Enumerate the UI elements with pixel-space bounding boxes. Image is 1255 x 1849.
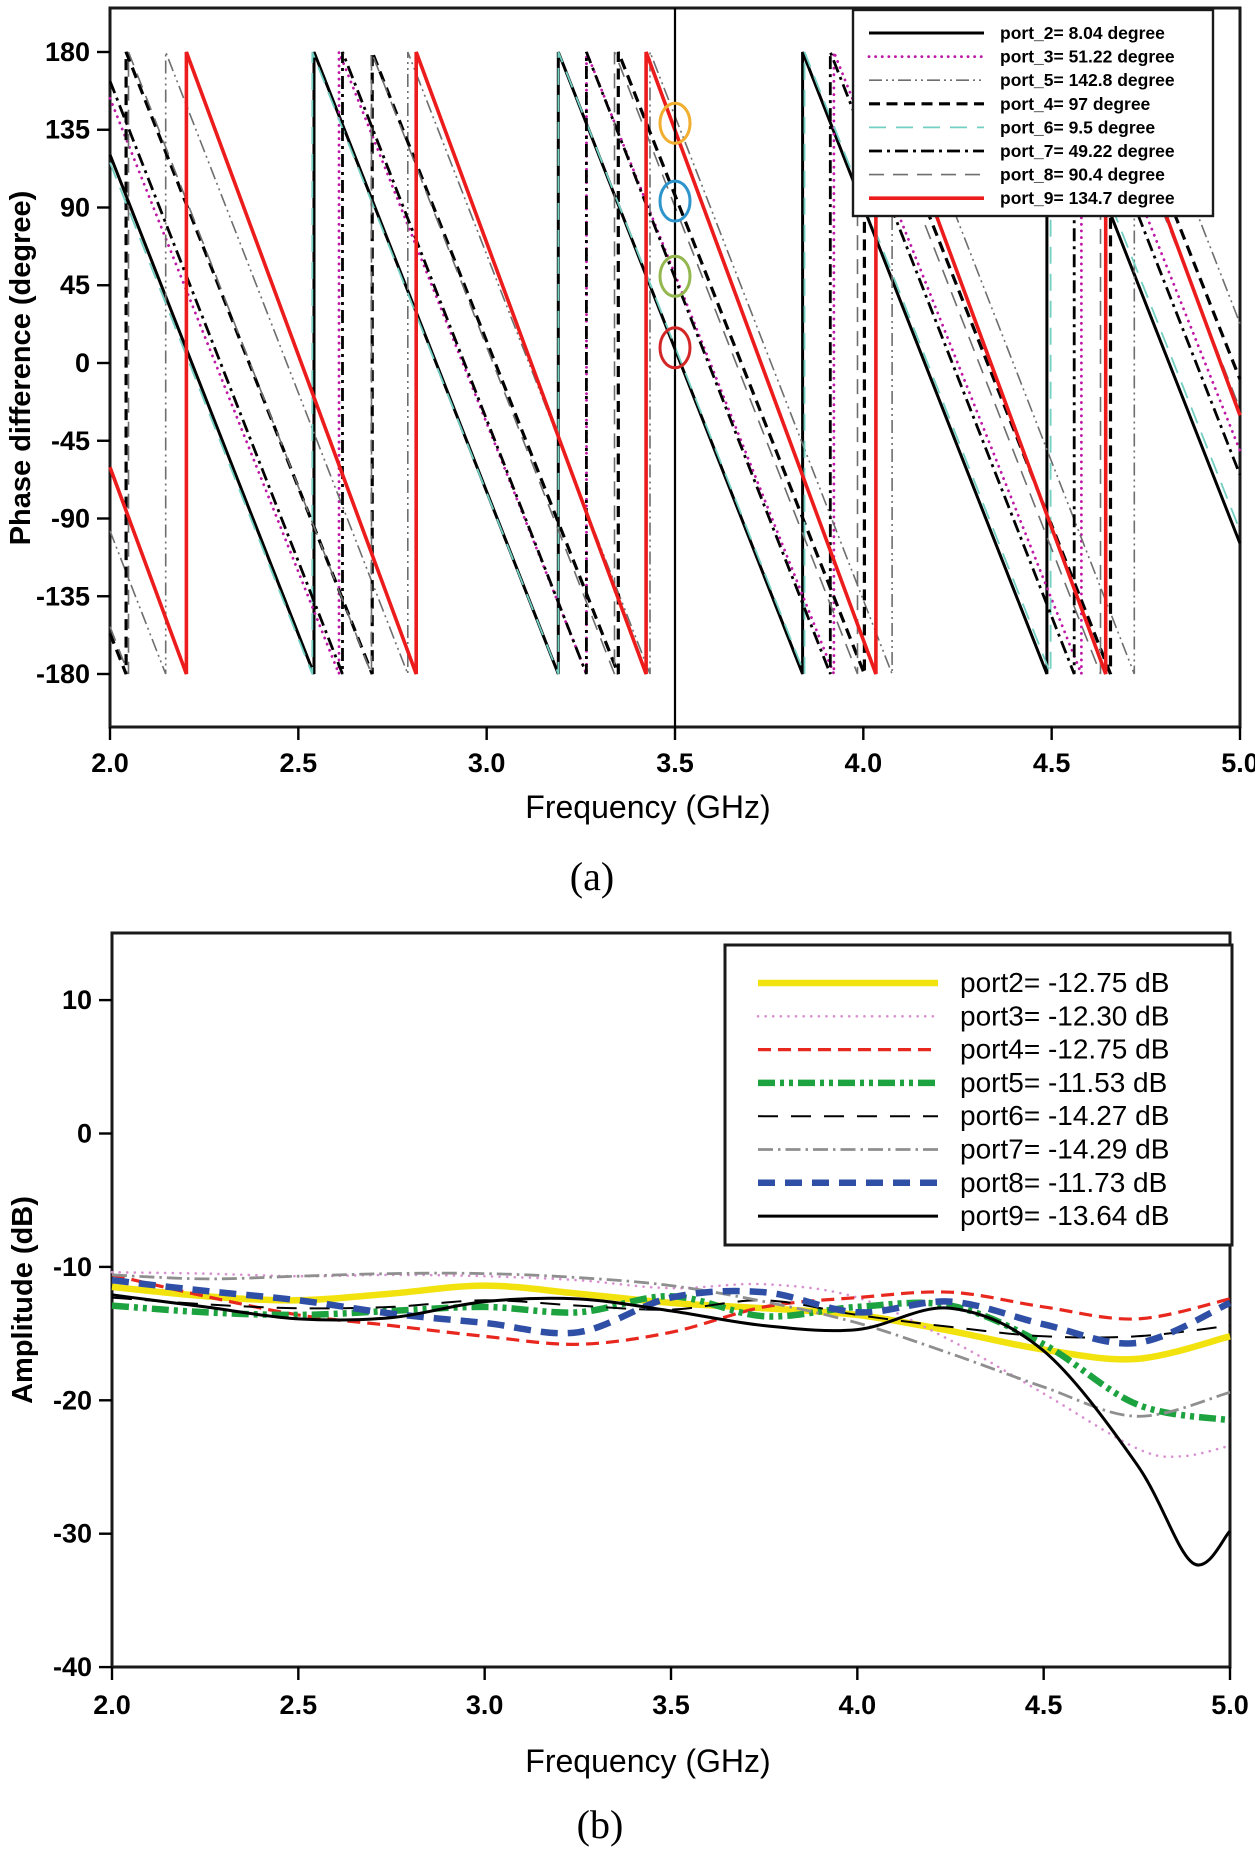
panel-a-legend-box (851, 8, 1215, 218)
series-port6 (111, 1296, 1231, 1339)
legend-b-label-port4: port4= -12.75 dB (960, 1034, 1169, 1065)
panel-b: 2.0 2.5 3.0 3.5 4.0 4.5 5.0 10 0 -10 -20 -30 -40 por… (7, 931, 1249, 1847)
series-port9 (111, 1293, 1232, 1567)
legend-a-label-port_2: port_2= 8.04 degree (1000, 23, 1165, 43)
panel-b-x-tick-label: 3.5 (652, 1690, 690, 1720)
series-port_7 (108, 51, 1242, 675)
panel-a-x-axis-title: Frequency (GHz) (525, 789, 770, 825)
panel-a-legend: port_2= 8.04 degree port_3= 51.22 degree p… (851, 8, 1215, 218)
panel-b-y-tick-label: -20 (53, 1385, 92, 1415)
panel-a-x-tick-label: 2.5 (280, 748, 318, 778)
panel-b-legend-box (723, 943, 1234, 1247)
panel-a-label: (a) (570, 854, 614, 899)
panel-b-y-tick-label: -30 (53, 1519, 92, 1549)
series-port_8 (109, 51, 1241, 675)
panel-b-y-tick-label: -40 (53, 1652, 92, 1682)
legend-a-label-port_4: port_4= 97 degree (1000, 94, 1151, 114)
series-port3 (110, 1270, 1232, 1459)
panel-b-y-tick-label: 0 (77, 1119, 92, 1149)
panel-a-x-tick-label: 4.5 (1033, 748, 1071, 778)
panel-b-y-tick-label: -10 (53, 1252, 92, 1282)
panel-b-y-axis-title: Amplitude (dB) (7, 1196, 39, 1404)
legend-a-label-port_9: port_9= 134.7 degree (1000, 188, 1175, 208)
panel-b-x-tick-label: 3.0 (466, 1690, 504, 1720)
panel-b-y-tick-label: 10 (62, 985, 92, 1015)
panel-b-series (110, 1270, 1232, 1567)
panel-b-x-tick-label: 4.5 (1025, 1690, 1063, 1720)
panel-a-ticks: 2.0 2.5 3.0 3.5 4.0 4.5 5.0 180 135 90 45 0 -45 -90 -1… (36, 37, 1255, 778)
panel-b-x-tick-label: 2.5 (280, 1690, 318, 1720)
highlight-circle-2 (658, 254, 692, 298)
highlight-circle-0 (658, 101, 692, 145)
legend-a-label-port_5: port_5= 142.8 degree (1000, 70, 1175, 90)
panel-a-x-tick-label: 3.0 (468, 748, 506, 778)
panel-a-x-tick-label: 3.5 (656, 748, 694, 778)
panel-a-y-tick-label: 90 (60, 192, 90, 222)
panel-a-highlight-circles (658, 101, 692, 370)
legend-a-label-port_7: port_7= 49.22 degree (1000, 141, 1175, 161)
panel-b-x-tick-label: 2.0 (93, 1690, 131, 1720)
panel-a-y-tick-label: 0 (75, 348, 90, 378)
panel-a-y-tick-label: -90 (51, 504, 90, 534)
panel-a-y-axis-title: Phase difference (degree) (5, 191, 37, 546)
panel-b-label: (b) (577, 1802, 624, 1847)
series-port4 (111, 1273, 1231, 1346)
series-port_6 (109, 51, 1241, 675)
series-port7 (111, 1271, 1231, 1418)
legend-b-label-port9: port9= -13.64 dB (960, 1200, 1169, 1231)
panel-a-y-tick-label: -135 (36, 581, 90, 611)
panel-b-x-axis-title: Frequency (GHz) (525, 1743, 770, 1779)
series-port_2 (108, 51, 1242, 675)
panel-b-ticks: 2.0 2.5 3.0 3.5 4.0 4.5 5.0 10 0 -10 -20 -30 -40 (53, 985, 1249, 1720)
panel-a-x-tick-label: 2.0 (91, 748, 129, 778)
panel-b-x-tick-label: 4.0 (839, 1690, 877, 1720)
legend-b-label-port3: port3= -12.30 dB (960, 1000, 1169, 1031)
legend-a-label-port_6: port_6= 9.5 degree (1000, 117, 1155, 137)
panel-a: 2.0 2.5 3.0 3.5 4.0 4.5 5.0 180 135 90 45 0 -45 -90 -1… (5, 6, 1255, 899)
legend-a-label-port_3: port_3= 51.22 degree (1000, 47, 1175, 67)
panel-a-y-tick-label: -180 (36, 659, 90, 689)
series-port_9 (108, 51, 1242, 675)
series-port_3 (108, 51, 1242, 675)
series-port8 (111, 1276, 1232, 1347)
legend-b-label-port5: port5= -11.53 dB (960, 1067, 1167, 1098)
panel-b-x-tick-label: 5.0 (1211, 1690, 1249, 1720)
highlight-circle-1 (658, 179, 692, 223)
panel-a-x-tick-label: 5.0 (1221, 748, 1255, 778)
panel-a-x-tick-label: 4.0 (845, 748, 883, 778)
legend-b-label-port2: port2= -12.75 dB (960, 967, 1169, 998)
series-port5 (111, 1292, 1231, 1424)
highlight-circle-3 (658, 326, 692, 370)
panel-a-y-tick-label: 45 (60, 270, 90, 300)
legend-b-label-port6: port6= -14.27 dB (960, 1100, 1169, 1131)
panel-a-y-tick-label: -45 (51, 426, 90, 456)
panel-a-y-tick-label: 135 (45, 115, 90, 145)
legend-b-label-port7: port7= -14.29 dB (960, 1134, 1169, 1165)
legend-a-label-port_8: port_8= 90.4 degree (1000, 165, 1165, 185)
panel-a-series (108, 51, 1242, 675)
panel-a-y-tick-label: 180 (45, 37, 90, 67)
legend-b-label-port8: port8= -11.73 dB (960, 1167, 1167, 1198)
series-port_4 (108, 51, 1242, 675)
